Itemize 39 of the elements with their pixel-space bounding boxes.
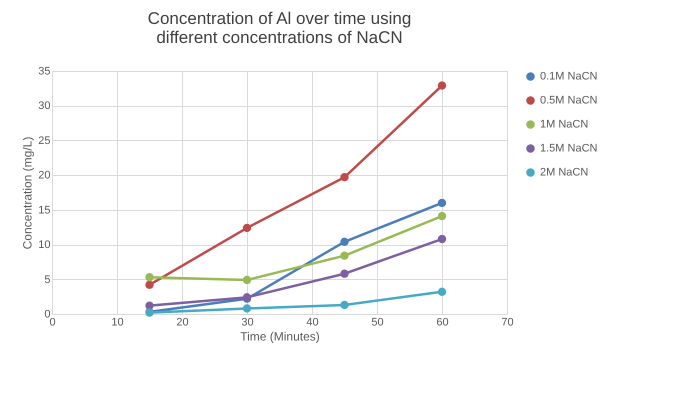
y-tick-label: 20: [38, 170, 50, 182]
point: [145, 301, 154, 310]
point: [438, 212, 446, 220]
x-tick-label: 30: [241, 316, 254, 328]
legend-label: 0.1M NaCN: [540, 70, 598, 82]
y-tick-label: 35: [38, 66, 50, 78]
x-tick-label: 70: [501, 316, 514, 328]
x-tick-label: 60: [436, 316, 449, 328]
point: [145, 273, 154, 282]
y-tick-label: 15: [38, 204, 50, 216]
point: [438, 81, 446, 90]
point: [438, 288, 446, 296]
x-tick-label: 20: [176, 316, 189, 328]
legend-label: 1M NaCN: [540, 118, 588, 130]
x-tick-label: 50: [371, 316, 384, 328]
point: [145, 280, 154, 290]
point: [340, 252, 349, 260]
x-tick-label: 10: [111, 316, 124, 328]
point: [438, 198, 446, 208]
point: [438, 234, 446, 244]
point: [340, 238, 349, 246]
point: [242, 304, 252, 313]
y-tick-label: 25: [38, 134, 50, 147]
y-axis-title: Concentration (mg/L): [20, 136, 34, 250]
y-tick-label: 0: [44, 308, 50, 320]
legend-label: 0.5M NaCN: [540, 94, 598, 106]
point: [242, 224, 252, 232]
x-axis-title: Time (Minutes): [240, 330, 320, 344]
y-tick-label: 30: [38, 100, 50, 112]
x-tick-label: 40: [306, 316, 319, 328]
point: [340, 300, 349, 310]
y-tick-label: 5: [44, 274, 50, 286]
point: [242, 276, 252, 284]
chart-title: Concentration of Al over time using different concentrations of NaCN: [148, 9, 412, 47]
legend-label: 1.5M NaCN: [540, 142, 598, 154]
legend-label: 2M NaCN: [540, 166, 588, 178]
y-tick-label: 10: [38, 239, 50, 252]
point: [340, 270, 349, 278]
point: [340, 173, 349, 182]
